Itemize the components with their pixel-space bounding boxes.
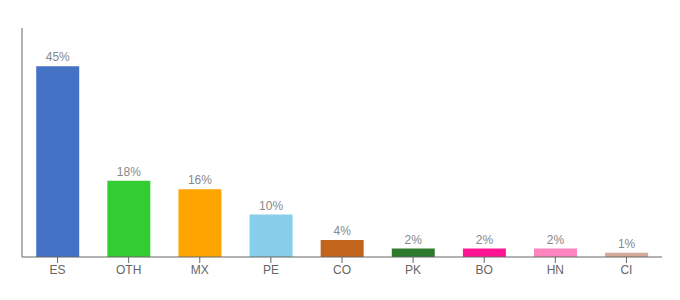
svg-text:HN: HN: [547, 263, 564, 277]
svg-text:18%: 18%: [117, 165, 141, 179]
svg-text:PK: PK: [405, 263, 421, 277]
svg-text:10%: 10%: [259, 199, 283, 213]
svg-text:MX: MX: [191, 263, 209, 277]
svg-text:2%: 2%: [476, 233, 494, 247]
svg-text:4%: 4%: [333, 224, 351, 238]
svg-text:45%: 45%: [46, 50, 70, 64]
svg-text:CI: CI: [620, 263, 632, 277]
svg-text:2%: 2%: [547, 233, 565, 247]
svg-text:BO: BO: [476, 263, 493, 277]
svg-text:1%: 1%: [618, 237, 636, 251]
svg-text:2%: 2%: [405, 233, 423, 247]
svg-text:16%: 16%: [188, 173, 212, 187]
svg-text:CO: CO: [333, 263, 351, 277]
svg-text:OTH: OTH: [116, 263, 141, 277]
svg-text:PE: PE: [263, 263, 279, 277]
svg-text:ES: ES: [50, 263, 66, 277]
